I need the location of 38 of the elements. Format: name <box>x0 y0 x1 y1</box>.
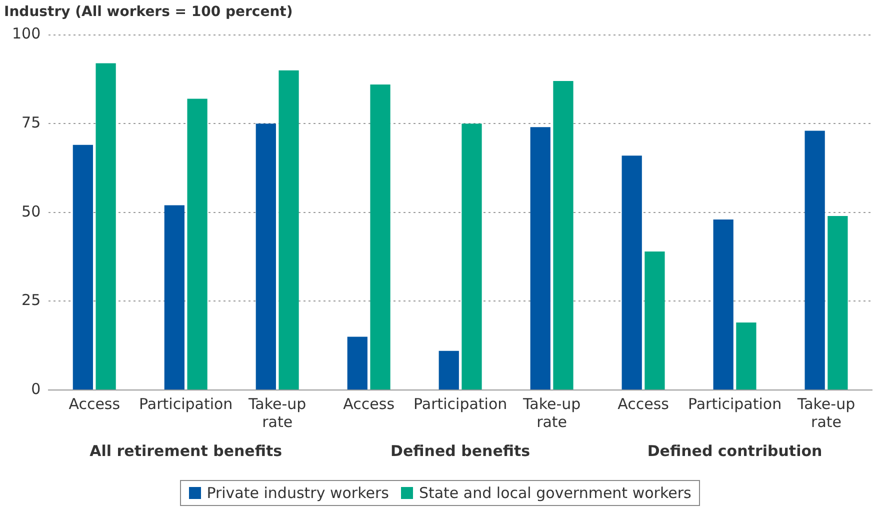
chart-title: Industry (All workers = 100 percent) <box>4 4 293 20</box>
bar <box>96 63 116 390</box>
bar <box>72 144 93 390</box>
x-tick-label: Participation <box>139 394 233 413</box>
legend-label: Private industry workers <box>206 484 389 502</box>
text: All retirement benefits <box>90 442 282 460</box>
x-tick-label: Take-up rate <box>522 394 581 431</box>
bar <box>164 205 184 390</box>
bar <box>644 251 665 390</box>
x-tick-label: Access <box>68 394 120 413</box>
x-tick-label: Take-up rate <box>796 394 856 431</box>
bar <box>804 130 825 390</box>
y-tick-label: 25 <box>22 291 41 310</box>
bar <box>736 322 756 390</box>
bar <box>278 70 299 390</box>
x-tick-label: Access <box>618 394 670 413</box>
x-tick-label: Access <box>343 394 395 413</box>
bar <box>713 220 734 390</box>
bar <box>370 84 390 390</box>
bar <box>530 127 550 390</box>
y-tick-label: 50 <box>22 202 41 220</box>
y-tick-label: 75 <box>22 113 41 132</box>
bar <box>187 98 208 390</box>
x-tick-label: Participation <box>413 394 508 413</box>
x-tick-label: Take-up rate <box>247 394 306 431</box>
x-tick-label: Participation <box>688 394 782 413</box>
bar <box>553 80 574 390</box>
bar <box>622 156 642 390</box>
y-tick-label: 100 <box>12 24 41 43</box>
text: Defined contribution <box>647 442 822 460</box>
y-tick-label: 0 <box>31 380 41 398</box>
bar <box>256 124 276 390</box>
bar <box>438 350 459 390</box>
text: Defined benefits <box>390 442 530 460</box>
bar <box>462 124 482 390</box>
bar <box>347 336 368 390</box>
legend-label: State and local government workers <box>418 484 692 502</box>
bar <box>828 216 848 390</box>
